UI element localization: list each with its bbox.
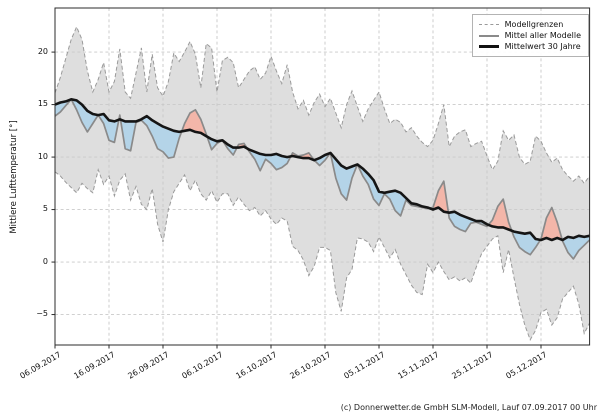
y-tick-label: 20 [37,46,48,56]
cooler-than-normal-fill [121,116,182,159]
legend: Modellgrenzen Mittel aller Modelle Mitte… [471,14,589,57]
copyright-note: (c) Donnerwetter.de GmbH SLM-Modell, Lau… [340,403,597,412]
warmer-than-normal-fill [291,152,315,161]
legend-item-mittelwert-30-jahre: Mittelwert 30 Jahre [478,41,581,52]
legend-label-modellgrenzen: Modellgrenzen [504,20,564,29]
mean-30y-line [54,98,590,242]
cooler-than-normal-fill [55,99,120,143]
y-tick-label: 0 [42,256,48,266]
model-range-band [55,26,590,340]
y-tick-label: 10 [37,151,48,161]
y-tick-label: 5 [42,204,48,214]
gray-line-icon [478,34,499,37]
cooler-than-normal-fill [314,152,430,216]
dashed-line-icon [478,24,499,25]
legend-label-mittelwert-30-jahre: Mittelwert 30 Jahre [504,42,581,51]
legend-item-modellgrenzen: Modellgrenzen [478,19,581,30]
model-upper-bound-line [54,25,591,185]
warmer-than-normal-fill [541,207,563,241]
cooler-than-normal-fill [448,211,489,232]
model-lower-bound-line [54,167,591,341]
warmer-than-normal-fill [489,199,512,232]
y-tick-label: −5 [36,309,48,319]
black-line-icon [478,45,499,48]
y-axis-title: Mittlere Lufttemperatur [°] [9,120,19,234]
legend-item-mittel-aller-modelle: Mittel aller Modelle [478,30,581,41]
legend-label-mittel-aller-modelle: Mittel aller Modelle [504,31,581,40]
y-tick-label: 15 [37,99,48,109]
plot-border [54,7,591,346]
model-mean-line [54,98,591,260]
